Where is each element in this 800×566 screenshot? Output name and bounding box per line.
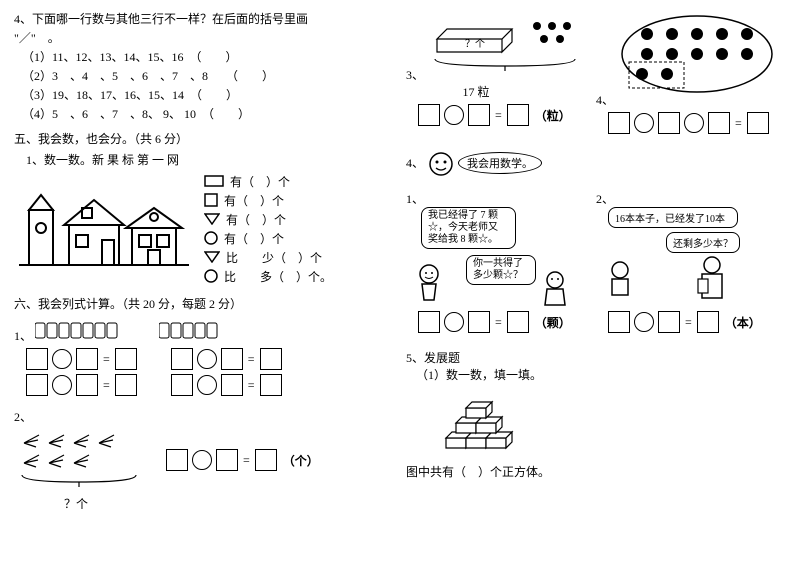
p1-unit: （颗） [535,314,571,331]
tri-less-text: 比 少（ ）个 [226,249,322,266]
tri-down-icon [204,213,220,225]
boy-icon [414,262,444,302]
circle-text: 有（ ）个 [224,230,284,247]
q3-grain: 17 粒 [406,83,546,100]
tri-down-icon-2 [204,251,220,263]
q5-right: 5、发展题 （1）数一数，填一填。 图中共有（ ）个正方体。 [406,349,786,480]
q6-1: 1、 = = = = [14,320,394,400]
grain-unit: （粒） [535,107,571,124]
p1-bubble1: 我已经得了 7 颗 ☆，今天老师又 奖给我 8 颗☆。 [421,207,516,249]
child2-icon [696,255,728,301]
child1-icon [606,259,634,299]
q6-2: 2、 =（个） ？个 [14,408,394,512]
shape-answer-lines: 有（ ）个 有（ ）个 有（ ）个 有（ ）个 比 少（ ）个 比 多（ ）个。 [204,170,332,287]
house-svg [14,170,194,280]
jars-left [35,329,127,343]
math-bubble: 我会用数学。 [458,152,542,174]
section6-head: 六、我会列式计算。（共 20 分，每题 2 分） [14,295,394,312]
circ-more-text: 比 多（ ）个。 [224,268,332,285]
q4-line-3: （3）19、18、17、16、15、14 （ ） [22,86,394,103]
circle-icon-2 [204,269,218,283]
unit-ge: （个） [283,452,319,469]
square-icon [204,193,218,207]
p2-label: 2、 [596,192,614,206]
q5-label: 5、发展题 [406,349,786,366]
q4-title: 4、下面哪一行数与其他三行不一样？在后面的括号里画 [14,10,394,27]
p2-unit: （本） [725,314,761,331]
q6-1-label: 1、 [14,329,32,343]
carrots-svg [14,425,144,495]
section5-head: 五、我会数，也会分。（共 6 分） [14,130,394,147]
square-text: 有（ ）个 [224,192,284,209]
p1-bubble2: 你一共得了 多少颗☆？ [466,255,536,285]
sec4-right: 4、 我会用数学。 [406,150,786,178]
q3-svg: ？个 [427,14,587,79]
cubes-svg [436,383,536,453]
problems-row: 1、 我已经得了 7 颗 ☆，今天老师又 奖给我 8 颗☆。 你一共得了 多少颗… [406,190,786,337]
p1-label: 1、 [406,192,424,206]
q6-2-label: 2、 [14,410,32,424]
q4-mark: "／" 。 [14,29,394,46]
jars-right [159,329,231,343]
svg-text:？个: ？个 [465,38,485,50]
rect-icon [204,175,224,187]
circle-icon [204,231,218,245]
q5-sub: （1）数一数，填一填。 [416,366,786,383]
q3-label: 3、 [406,68,424,82]
p2-bubble1: 16本本子，已经发了10本 [608,207,738,228]
left-column: 4、下面哪一行数与其他三行不一样？在后面的括号里画 "／" 。 （1）11、12… [8,8,400,558]
right-column: 3、 ？个 [400,8,792,558]
girl-icon [541,269,569,307]
child-face-icon [427,150,455,178]
shape-counting: 有（ ）个 有（ ）个 有（ ）个 有（ ）个 比 少（ ）个 比 多（ ）个。 [14,170,394,287]
section5-sub: 1、数一数。新 果 标 第 一 网 [14,151,394,168]
rect-text: 有（ ）个 [230,173,290,190]
q4-line-4: （4）5 、6 、7 、8、 9、 10 （ ） [22,105,394,122]
q4-line-2: （2）3 、4 、5 、6 、7 、8 （ ） [22,67,394,84]
q4-line-1: （1）11、12、13、14、15、16 （ ） [22,48,394,65]
p2-bubble2: 还剩多少本？ [666,232,740,253]
tri-text: 有（ ）个 [226,211,286,228]
q5-ans: 图中共有（ ）个正方体。 [406,463,786,480]
right-row-1: 3、 ？个 [406,14,786,138]
q4-svg [617,14,777,104]
q6-2-bottom-label: ？个 [64,495,394,512]
q4r-label: 4、 [596,93,614,107]
sec4r-label: 4、 [406,156,424,170]
